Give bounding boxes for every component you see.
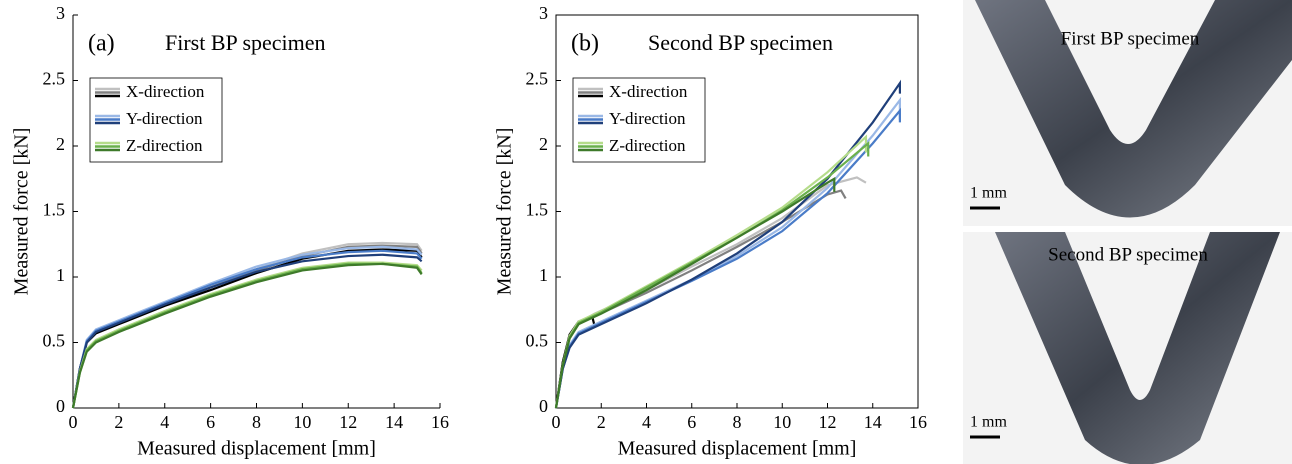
y-tick-label: 3 <box>56 3 65 23</box>
panel-label: (a) <box>88 31 115 57</box>
data-line <box>71 241 423 409</box>
chart: 0 2 4 6 8 10 12 14 16 0 0.5 1 1.5 2 2.5 3 Measured displ… <box>11 3 449 459</box>
x-tick-label: 8 <box>252 412 261 432</box>
y-tick-label: 2.5 <box>43 69 66 89</box>
y-tick-label: 2 <box>56 134 65 154</box>
y-tick-label: 1.5 <box>526 200 549 220</box>
panel-label: (b) <box>571 31 599 57</box>
photo-2: Second BP specimen 1 mm <box>963 232 1292 464</box>
data-line <box>71 253 423 409</box>
chart-title: Second BP specimen <box>648 30 833 55</box>
x-tick-label: 2 <box>114 412 123 432</box>
x-tick-label: 0 <box>69 412 78 432</box>
y-tick-label: 1 <box>56 265 65 285</box>
x-tick-label: 0 <box>552 412 561 432</box>
y-tick-label: 1.5 <box>43 200 66 220</box>
y-tick-label: 2 <box>539 134 548 154</box>
y-tick-label: 0.5 <box>526 331 549 351</box>
photo-1: First BP specimen 1 mm <box>963 0 1292 226</box>
legend-label: Y-direction <box>126 109 203 128</box>
data-line <box>554 141 870 409</box>
data-line <box>554 79 902 409</box>
x-tick-label: 6 <box>206 412 215 432</box>
photo-label: Second BP specimen <box>1048 244 1208 265</box>
x-tick-label: 6 <box>687 412 696 432</box>
x-tick-label: 12 <box>339 412 357 432</box>
y-tick-label: 0.5 <box>43 331 66 351</box>
legend-label: Y-direction <box>609 109 686 128</box>
scale-label: 1 mm <box>970 414 1007 431</box>
x-axis-label: Measured displacement [mm] <box>618 438 857 460</box>
x-tick-label: 8 <box>733 412 742 432</box>
x-tick-label: 4 <box>642 412 651 432</box>
y-tick-label: 0 <box>539 396 548 416</box>
x-tick-label: 12 <box>819 412 837 432</box>
x-tick-label: 10 <box>773 412 791 432</box>
specimen <box>995 232 1280 464</box>
legend-label: X-direction <box>126 82 205 101</box>
chart-title: First BP specimen <box>165 30 326 55</box>
legend-label: Z-direction <box>609 136 686 155</box>
data-line <box>71 262 423 409</box>
legend-label: Z-direction <box>126 136 203 155</box>
x-tick-label: 14 <box>864 412 882 432</box>
x-axis-label: Measured displacement [mm] <box>137 438 376 460</box>
legend-label: X-direction <box>609 82 688 101</box>
y-tick-label: 3 <box>539 3 548 23</box>
y-tick-label: 0 <box>56 396 65 416</box>
x-tick-label: 16 <box>909 412 927 432</box>
x-tick-label: 16 <box>431 412 449 432</box>
chart: 0 2 4 6 8 10 12 14 16 0 0.5 1 1.5 2 2.5 3 Measured displ… <box>494 3 927 459</box>
x-tick-label: 4 <box>160 412 169 432</box>
y-tick-label: 1 <box>539 265 548 285</box>
specimen <box>975 0 1292 218</box>
y-tick-label: 2.5 <box>526 69 549 89</box>
data-line <box>554 176 836 409</box>
x-tick-label: 14 <box>385 412 403 432</box>
data-line <box>554 189 847 409</box>
x-tick-label: 10 <box>293 412 311 432</box>
scale-label: 1 mm <box>970 185 1007 202</box>
x-tick-label: 2 <box>597 412 606 432</box>
plot-frame <box>555 14 919 409</box>
y-axis-label: Measured force [kN] <box>494 128 516 296</box>
photo-label: First BP specimen <box>1061 28 1200 49</box>
y-axis-label: Measured force [kN] <box>11 128 33 296</box>
data-line <box>554 176 867 409</box>
